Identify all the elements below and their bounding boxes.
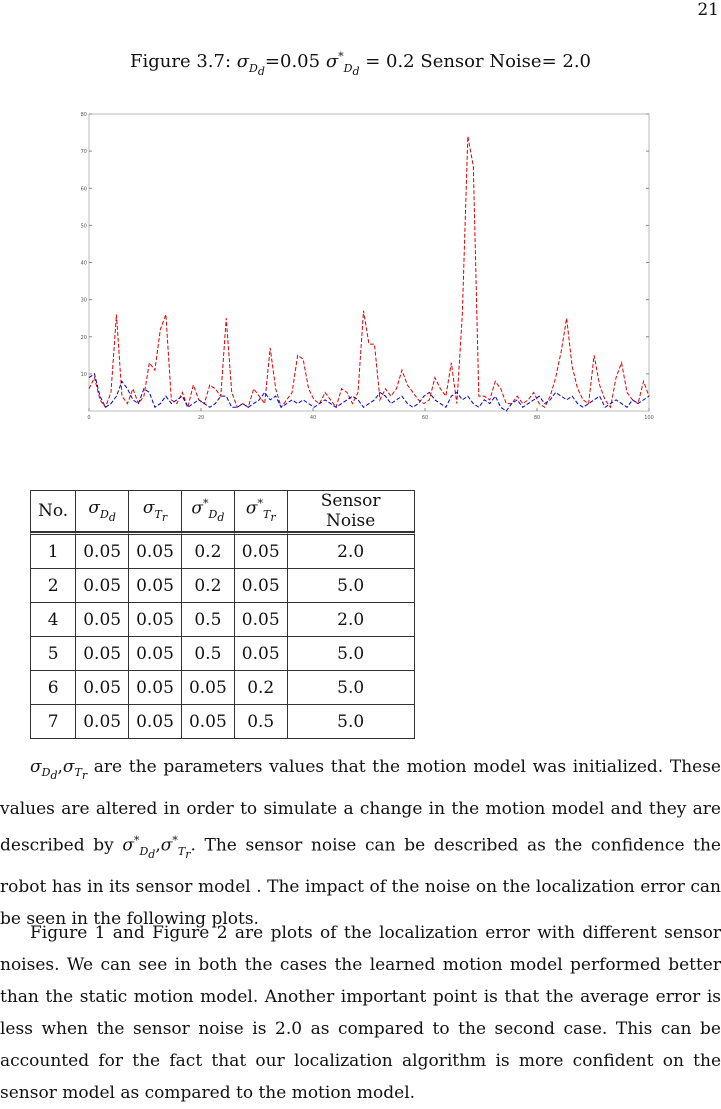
table-cell: 2 [30,569,77,603]
table-cell: 0.05 [129,569,182,603]
y-tick-label: 50 [81,223,87,229]
y-tick-label: 40 [81,261,87,267]
table-header-0: No. [30,490,77,532]
x-tick-label: 40 [310,415,316,420]
caption-sup-2: * [338,50,344,63]
table-cell: 0.05 [181,671,235,705]
localization-error-plot: 0 20 40 60 80 100 10 20 30 40 50 60 70 80 [81,112,654,420]
table-cell: 0.05 [234,603,288,637]
table-cell: 2.0 [287,603,415,637]
parameters-table: No. σDd σTr σ*Dd σ*Tr Sensor Noise 1 0.05 0.05 0… [30,490,415,739]
table-cell: 0.2 [181,532,235,569]
table-cell: 0.05 [181,705,235,739]
table-cell: 5.0 [287,637,415,671]
page-number: 21 [697,0,719,20]
table-row: 7 0.05 0.05 0.05 0.5 5.0 [30,705,415,739]
caption-prefix: Figure 3.7: [129,51,237,72]
table-cell: 4 [30,603,77,637]
table-cell: 0.05 [234,532,288,569]
table-row: 2 0.05 0.05 0.2 0.05 5.0 [30,569,415,603]
table-cell: 0.5 [234,705,288,739]
paragraph-1: σDd,σTr are the parameters values that t… [0,757,721,929]
table-cell: 0.05 [76,637,130,671]
table-header-row: No. σDd σTr σ*Dd σ*Tr Sensor Noise [30,490,415,532]
table-cell: 1 [30,532,77,569]
table-cell: 0.05 [234,637,288,671]
table-cell: 0.05 [76,603,130,637]
figure-caption: Figure 3.7: σDd=0.05 σ*Dd = 0.2 Sensor N… [0,50,721,78]
caption-sub-2: Dd [343,61,360,78]
table-cell: 0.05 [234,569,288,603]
table-cell: 0.05 [76,671,130,705]
caption-value-2: = 0.2 Sensor Noise= 2.0 [359,51,591,72]
table-cell: 0.2 [181,569,235,603]
table-header-4: σ*Tr [234,490,288,532]
x-tick-label: 20 [198,415,204,420]
y-tick-label: 70 [81,149,87,155]
x-tick-label: 80 [534,415,540,420]
caption-value-1: =0.05 [264,51,326,72]
x-tick-label: 0 [87,415,90,420]
table-cell: 0.05 [129,603,182,637]
y-tick-label: 30 [81,298,87,304]
table-cell: 2.0 [287,532,415,569]
y-tick-label: 60 [81,186,87,192]
paragraph-2: Figure 1 and Figure 2 are plots of the l… [0,923,721,1103]
plot-frame [88,113,650,412]
table-header-5: Sensor Noise [287,490,415,532]
y-tick-label: 80 [81,112,87,118]
table-cell: 5.0 [287,671,415,705]
caption-sigma-2: σ [325,51,339,72]
table-row: 1 0.05 0.05 0.2 0.05 2.0 [30,532,415,569]
table-cell: 0.05 [76,532,130,569]
table-row: 6 0.05 0.05 0.05 0.2 5.0 [30,671,415,705]
table-cell: 6 [30,671,77,705]
table-cell: 5 [30,637,77,671]
caption-sigma-1: σ [236,51,250,72]
x-tick-label: 100 [644,415,654,420]
y-tick-label: 20 [81,335,87,341]
table-cell: 5.0 [287,705,415,739]
y-tick-label: 10 [81,372,87,378]
caption-sub-1: Dd [249,61,265,78]
table-cell: 0.05 [129,637,182,671]
table-cell: 0.2 [234,671,288,705]
table-cell: 0.05 [76,569,130,603]
table-cell: 0.05 [76,705,130,739]
table-cell: 0.5 [181,637,235,671]
table-cell: 0.05 [129,532,182,569]
table-header-2: σTr [129,490,182,532]
table-cell: 0.05 [129,671,182,705]
table-cell: 0.5 [181,603,235,637]
table-cell: 0.05 [129,705,182,739]
table-row: 5 0.05 0.05 0.5 0.05 5.0 [30,637,415,671]
series-line-0 [88,136,650,409]
series-line-1 [88,373,650,412]
table-header-3: σ*Dd [181,490,235,532]
x-tick-label: 60 [422,415,428,420]
table-cell: 7 [30,705,77,739]
table-cell: 5.0 [287,569,415,603]
table-header-1: σDd [76,490,130,532]
table-row: 4 0.05 0.05 0.5 0.05 2.0 [30,603,415,637]
